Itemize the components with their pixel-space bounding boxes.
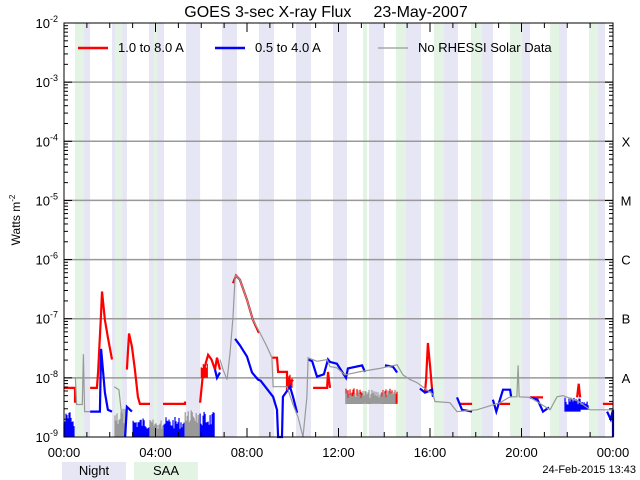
saa-key-label: SAA bbox=[152, 463, 179, 478]
no-rhessi-envelope bbox=[345, 389, 396, 404]
night-band bbox=[405, 23, 422, 437]
saa-band bbox=[433, 23, 444, 437]
chart-title-text: GOES 3-sec X-ray Flux bbox=[184, 4, 351, 21]
legend-label: No RHESSI Solar Data bbox=[418, 40, 552, 55]
night-band bbox=[521, 23, 530, 437]
night-band bbox=[368, 23, 385, 437]
night-band bbox=[443, 23, 458, 437]
saa-band bbox=[510, 23, 522, 437]
y-tick-label: 10-3 bbox=[36, 73, 58, 90]
x-tick-label: 12:00 bbox=[322, 445, 355, 460]
night-band bbox=[333, 23, 347, 437]
generated-timestamp: 24-Feb-2015 13:43 bbox=[542, 464, 636, 476]
x-tick-label: 08:00 bbox=[231, 445, 264, 460]
y-tick-base: 10 bbox=[36, 193, 50, 208]
night-band bbox=[157, 23, 164, 437]
y-tick-label: 10-2 bbox=[36, 14, 58, 31]
saa-band bbox=[74, 23, 84, 437]
y-tick-base: 10 bbox=[36, 430, 50, 445]
y-tick-exponent: -8 bbox=[50, 369, 58, 379]
night-band bbox=[83, 23, 91, 437]
short-channel-envelope bbox=[564, 397, 581, 412]
saa-band bbox=[395, 23, 406, 437]
night-band bbox=[185, 23, 201, 437]
y-tick-exponent: -7 bbox=[50, 310, 58, 320]
saa-band bbox=[550, 23, 560, 437]
saa-band bbox=[362, 23, 368, 437]
saa-band bbox=[470, 23, 482, 437]
y-tick-base: 10 bbox=[36, 312, 50, 327]
x-tick-label: 16:00 bbox=[414, 445, 447, 460]
night-band bbox=[597, 23, 605, 437]
y-tick-base: 10 bbox=[36, 16, 50, 31]
night-band bbox=[149, 23, 154, 437]
flare-class-label: C bbox=[621, 253, 630, 268]
chart-title: GOES 3-sec X-ray Flux 23-May-2007 bbox=[184, 4, 468, 21]
short-channel-envelope bbox=[162, 417, 185, 437]
night-band bbox=[112, 23, 116, 437]
y-tick-label: 10-7 bbox=[36, 310, 58, 327]
short-channel-envelope bbox=[132, 418, 150, 437]
night-band bbox=[222, 23, 237, 437]
legend-label: 1.0 to 8.0 A bbox=[118, 40, 184, 55]
x-tick-label: 00:00 bbox=[597, 445, 630, 460]
y-axis-label: Watts m-2 bbox=[8, 194, 23, 245]
no-rhessi-envelope bbox=[184, 410, 200, 437]
y-tick-exponent: -5 bbox=[50, 191, 58, 201]
flare-class-label: A bbox=[622, 371, 631, 386]
night-band bbox=[258, 23, 274, 437]
y-tick-base: 10 bbox=[36, 75, 50, 90]
y-tick-exponent: -6 bbox=[50, 251, 58, 261]
y-tick-exponent: -9 bbox=[50, 428, 58, 438]
y-axis-label-base: Watts m bbox=[9, 202, 23, 246]
y-tick-exponent: -4 bbox=[50, 132, 58, 142]
night-band bbox=[481, 23, 493, 437]
night-key-label: Night bbox=[78, 463, 110, 478]
y-tick-exponent: -2 bbox=[50, 14, 58, 24]
night-key: Night bbox=[62, 462, 126, 480]
short-channel-envelope bbox=[199, 411, 215, 437]
flare-class-label: M bbox=[621, 193, 632, 208]
legend-label: 0.5 to 4.0 A bbox=[255, 40, 321, 55]
no-rhessi-line bbox=[68, 274, 613, 438]
y-tick-label: 10-6 bbox=[36, 251, 58, 268]
long-channel-line bbox=[64, 273, 613, 405]
night-band bbox=[122, 23, 127, 437]
flare-class-label: B bbox=[622, 312, 631, 327]
y-tick-exponent: -3 bbox=[50, 73, 58, 83]
y-axis-label-exponent: -2 bbox=[8, 194, 17, 202]
chart-date: 23-May-2007 bbox=[373, 4, 467, 21]
y-tick-base: 10 bbox=[36, 371, 50, 386]
x-tick-label: 20:00 bbox=[505, 445, 538, 460]
x-tick-label: 00:00 bbox=[48, 445, 81, 460]
saa-band bbox=[153, 23, 158, 437]
night-band bbox=[295, 23, 312, 437]
saa-key: SAA bbox=[134, 462, 198, 480]
y-tick-base: 10 bbox=[36, 253, 50, 268]
flare-class-label: X bbox=[622, 134, 631, 149]
y-tick-label: 10-9 bbox=[36, 428, 58, 445]
short-channel-envelope bbox=[63, 412, 75, 437]
y-tick-label: 10-8 bbox=[36, 369, 58, 386]
saa-band bbox=[115, 23, 123, 437]
saa-band bbox=[588, 23, 598, 437]
y-tick-label: 10-4 bbox=[36, 132, 58, 149]
night-band bbox=[559, 23, 568, 437]
y-tick-base: 10 bbox=[36, 134, 50, 149]
x-tick-label: 04:00 bbox=[139, 445, 172, 460]
y-tick-label: 10-5 bbox=[36, 191, 58, 208]
